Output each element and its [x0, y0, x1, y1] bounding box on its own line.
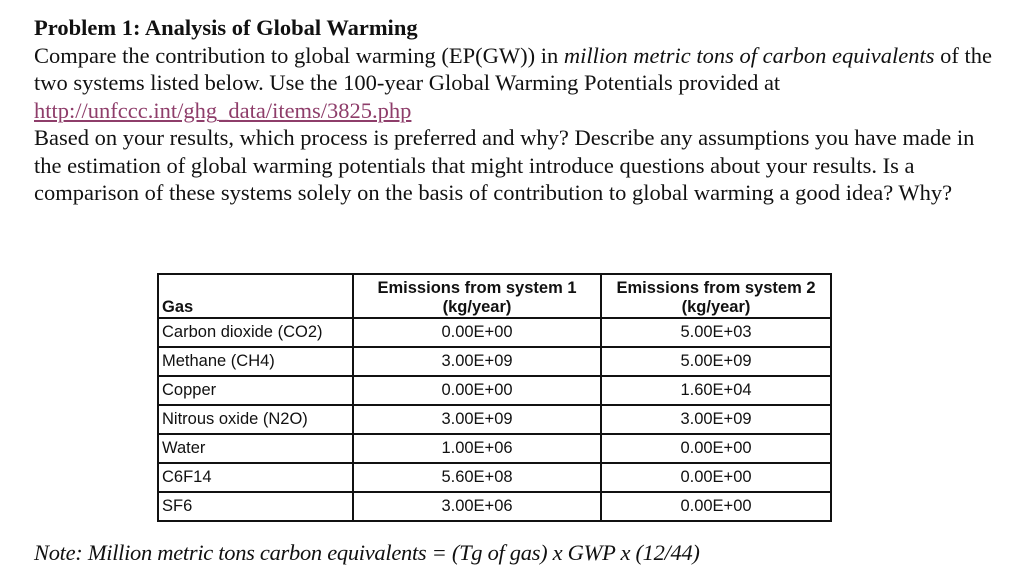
- header-system2: Emissions from system 2 (kg/year): [600, 273, 832, 319]
- table-row: Nitrous oxide (N2O) 3.00E+09 3.00E+09: [157, 404, 832, 435]
- problem-text-block: Problem 1: Analysis of Global Warming Co…: [34, 14, 994, 207]
- problem-title: Problem 1: Analysis of Global Warming: [34, 15, 418, 40]
- system2-cell: 0.00E+00: [600, 491, 832, 522]
- table-row: SF6 3.00E+06 0.00E+00: [157, 491, 832, 522]
- gas-cell: Methane (CH4): [157, 346, 354, 377]
- table-header-row: Gas Emissions from system 1 (kg/year) Em…: [157, 273, 832, 319]
- intro-text-2: of the two systems listed below. Use the…: [34, 42, 992, 96]
- table-row: Water 1.00E+06 0.00E+00: [157, 433, 832, 464]
- intro-italic-units: million metric tons of carbon equivalent…: [563, 42, 935, 68]
- problem-intro: Compare the contribution to global warmi…: [34, 42, 994, 97]
- emissions-table: Gas Emissions from system 1 (kg/year) Em…: [157, 273, 832, 522]
- table-row: C6F14 5.60E+08 0.00E+00: [157, 462, 832, 493]
- gas-cell: Nitrous oxide (N2O): [157, 404, 354, 435]
- problem-question: Based on your results, which process is …: [34, 125, 975, 205]
- intro-text-1: Compare the contribution to global warmi…: [34, 42, 564, 68]
- system1-cell: 0.00E+00: [352, 317, 602, 348]
- gwp-link[interactable]: http://unfccc.int/ghg_data/items/3825.ph…: [34, 97, 412, 123]
- gas-cell: Carbon dioxide (CO2): [157, 317, 354, 348]
- system1-cell: 3.00E+09: [352, 346, 602, 377]
- system1-cell: 0.00E+00: [352, 375, 602, 406]
- gas-cell: Water: [157, 433, 354, 464]
- header-gas: Gas: [157, 273, 354, 319]
- system1-cell: 3.00E+06: [352, 491, 602, 522]
- gas-cell: SF6: [157, 491, 354, 522]
- system2-cell: 5.00E+03: [600, 317, 832, 348]
- system2-cell: 5.00E+09: [600, 346, 832, 377]
- system2-cell: 0.00E+00: [600, 433, 832, 464]
- system2-cell: 1.60E+04: [600, 375, 832, 406]
- table-row: Methane (CH4) 3.00E+09 5.00E+09: [157, 346, 832, 377]
- table-row: Carbon dioxide (CO2) 0.00E+00 5.00E+03: [157, 317, 832, 348]
- header-system1: Emissions from system 1 (kg/year): [352, 273, 602, 319]
- system2-cell: 0.00E+00: [600, 462, 832, 493]
- gas-cell: Copper: [157, 375, 354, 406]
- system2-cell: 3.00E+09: [600, 404, 832, 435]
- system1-cell: 3.00E+09: [352, 404, 602, 435]
- table-row: Copper 0.00E+00 1.60E+04: [157, 375, 832, 406]
- gas-cell: C6F14: [157, 462, 354, 493]
- formula-note: Note: Million metric tons carbon equival…: [34, 540, 700, 565]
- system1-cell: 1.00E+06: [352, 433, 602, 464]
- system1-cell: 5.60E+08: [352, 462, 602, 493]
